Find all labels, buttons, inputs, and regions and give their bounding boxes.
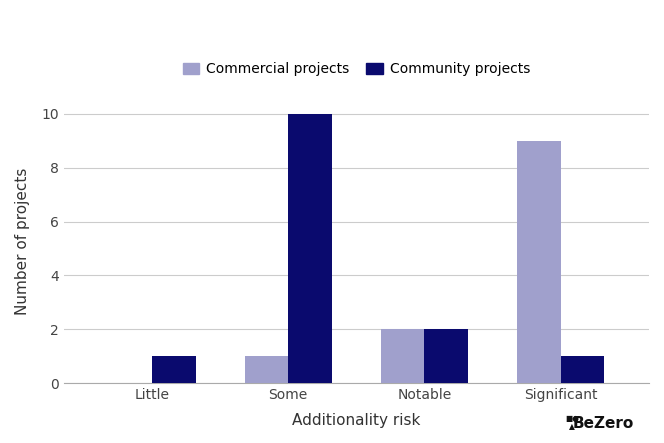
Bar xyxy=(517,141,560,383)
Legend: Commercial projects, Community projects: Commercial projects, Community projects xyxy=(177,57,536,82)
Bar xyxy=(152,356,196,383)
Bar xyxy=(560,356,604,383)
Bar xyxy=(380,329,424,383)
Bar xyxy=(424,329,468,383)
X-axis label: Additionality risk: Additionality risk xyxy=(292,413,420,428)
Y-axis label: Number of projects: Number of projects xyxy=(15,168,30,315)
Text: BeZero: BeZero xyxy=(573,416,634,431)
Bar xyxy=(288,114,332,383)
Bar xyxy=(244,356,288,383)
Text: ■●
▲: ■● ▲ xyxy=(566,414,579,431)
